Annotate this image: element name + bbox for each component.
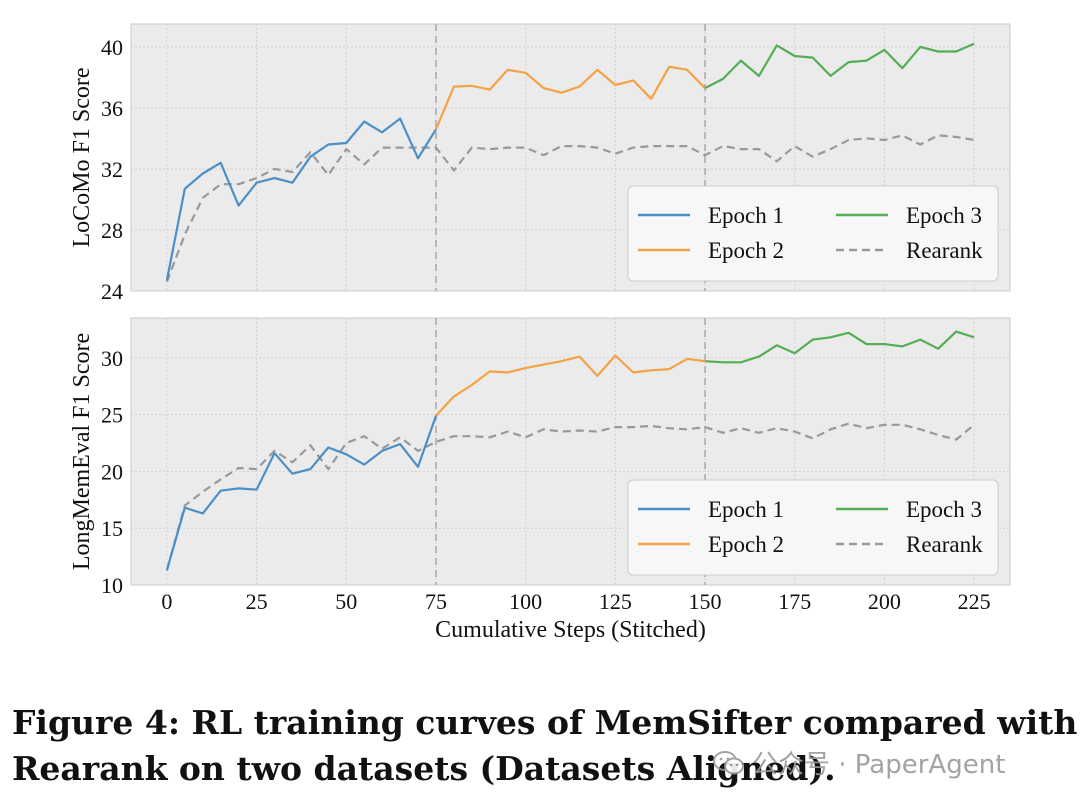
series-line-epoch-2 <box>435 354 706 417</box>
series-line-epoch-3 <box>704 330 975 364</box>
legend-label: Epoch 3 <box>906 497 982 522</box>
x-tick-label: 75 <box>425 589 447 614</box>
y-tick-label: 24 <box>101 279 123 304</box>
series-lines <box>165 42 975 283</box>
wechat-icon <box>713 750 744 774</box>
legend-label: Epoch 3 <box>906 203 982 228</box>
y-tick-label: 15 <box>101 516 123 541</box>
y-axis-label: LoCoMo F1 Score <box>69 68 95 248</box>
y-tick-label: 30 <box>101 346 123 371</box>
x-tick-label: 0 <box>161 589 172 614</box>
y-tick-label: 28 <box>101 218 123 243</box>
legend-label: Epoch 2 <box>708 532 784 557</box>
series-lines <box>165 330 975 571</box>
y-tick-label: 25 <box>101 403 123 428</box>
watermark: 公众号 · PaperAgent <box>712 744 1005 781</box>
x-tick-label: 175 <box>778 589 811 614</box>
x-tick-label: 200 <box>868 589 901 614</box>
x-tick-label: 50 <box>335 589 357 614</box>
x-axis-label: Cumulative Steps (Stitched) <box>435 617 706 643</box>
legend-box <box>627 185 999 282</box>
series-line-epoch-3 <box>704 42 975 90</box>
legend: Epoch 1 Epoch 3 Epoch 2 Rearank <box>627 185 999 282</box>
figure-caption: Figure 4: RL training curves of MemSifte… <box>12 700 1078 792</box>
x-tick-label: 225 <box>958 589 991 614</box>
y-tick-label: 20 <box>101 459 123 484</box>
legend-label: Epoch 1 <box>708 497 784 522</box>
y-axis-label: LongMemEval F1 Score <box>69 333 95 570</box>
legend: Epoch 1 Epoch 3 Epoch 2 Rearank <box>627 479 999 576</box>
series-line-rearank <box>165 422 975 571</box>
y-tick-labels: 10 15 20 25 30 <box>101 346 123 598</box>
x-tick-label: 100 <box>509 589 542 614</box>
series-line-rearank <box>165 134 975 283</box>
y-tick-labels: 24 28 32 36 40 <box>101 35 123 304</box>
watermark-text: 公众号 · PaperAgent <box>752 750 1006 780</box>
caption-line-1: Figure 4: RL training curves of MemSifte… <box>12 703 1078 742</box>
legend-label: Rearank <box>906 532 983 557</box>
series-line-epoch-2 <box>434 65 706 130</box>
legend-label: Epoch 1 <box>708 203 784 228</box>
y-tick-label: 40 <box>101 35 123 60</box>
x-tick-label: 150 <box>689 589 722 614</box>
series-line-epoch-1 <box>165 117 437 281</box>
series-line-epoch-1 <box>165 415 438 571</box>
y-tick-label: 32 <box>101 157 123 182</box>
y-tick-label: 36 <box>101 96 123 121</box>
x-tick-label: 25 <box>246 589 268 614</box>
legend-box <box>627 479 999 576</box>
x-tick-labels: 0 25 50 75 100 125 150 175 200 225 <box>161 589 990 614</box>
legend-label: Rearank <box>906 238 983 263</box>
y-tick-label: 10 <box>101 573 123 598</box>
x-tick-label: 125 <box>599 589 632 614</box>
caption-line-2: Rearank on two datasets (Datasets Aligne… <box>12 749 836 788</box>
legend-label: Epoch 2 <box>708 238 784 263</box>
